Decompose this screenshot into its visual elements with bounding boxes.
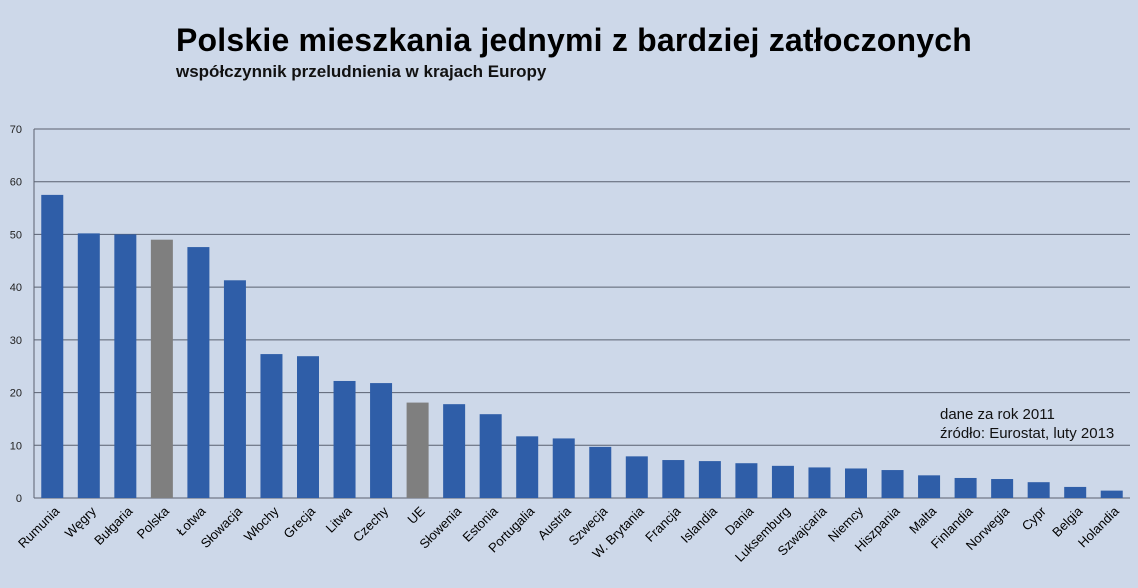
bar: [223, 280, 246, 498]
x-tick-label: Litwa: [323, 503, 356, 536]
bar: [297, 356, 319, 498]
x-tick-label: Rumunia: [15, 503, 63, 551]
x-tick-label: Malta: [906, 503, 940, 537]
y-tick-label: 20: [10, 388, 22, 400]
bar: [41, 194, 64, 498]
x-tick-label: Polska: [134, 503, 173, 542]
y-tick-label: 10: [10, 440, 22, 452]
bar: [589, 446, 612, 498]
note-year: dane za rok 2011: [940, 406, 1055, 423]
bar: [516, 436, 539, 498]
x-tick-label: Słowacja: [198, 503, 246, 551]
chart-subtitle: współczynnik przeludnienia w krajach Eur…: [176, 62, 547, 81]
y-tick-label: 30: [10, 335, 22, 347]
x-tick-label: Bułgaria: [91, 503, 136, 548]
bar: [333, 380, 356, 498]
bar: [625, 456, 648, 498]
y-tick-label: 50: [10, 229, 22, 241]
x-tick-label: Czechy: [350, 503, 392, 545]
x-tick-label: Włochy: [241, 503, 282, 544]
bar: [954, 477, 977, 498]
bar: [735, 463, 758, 498]
bar: [808, 467, 831, 498]
y-tick-label: 60: [10, 177, 22, 189]
x-tick-label: Cypr: [1019, 503, 1049, 533]
bar: [406, 402, 429, 498]
y-tick-label: 40: [10, 282, 22, 294]
x-tick-label: UE: [404, 503, 428, 527]
bar: [771, 465, 794, 498]
bar: [479, 414, 502, 498]
x-tick-label: Francja: [642, 503, 684, 545]
source-note: dane za rok 2011 źródło: Eurostat, luty …: [940, 405, 1114, 443]
bar: [662, 460, 685, 498]
bar: [77, 233, 100, 499]
bar: [881, 470, 904, 498]
note-source: źródło: Eurostat, luty 2013: [940, 425, 1115, 442]
x-tick-label: Islandia: [678, 503, 721, 546]
bar: [370, 383, 393, 498]
bar: [1064, 486, 1087, 498]
chart-title: Polskie mieszkania jednymi z bardziej za…: [176, 22, 973, 58]
bar: [114, 234, 137, 498]
bar: [918, 475, 941, 498]
bar: [187, 247, 210, 498]
x-tick-label: Grecja: [280, 503, 318, 541]
bar: [991, 479, 1014, 498]
bar: [552, 438, 575, 498]
bar: [845, 468, 867, 498]
bar: [1100, 490, 1123, 498]
x-tick-label: Holandia: [1075, 503, 1122, 550]
y-tick-label: 0: [16, 493, 22, 505]
y-tick-label: 70: [10, 124, 22, 136]
bar: [150, 239, 173, 498]
bar: [1027, 482, 1050, 498]
bar: [698, 461, 721, 498]
bar: [260, 354, 283, 498]
bar: [443, 404, 466, 498]
